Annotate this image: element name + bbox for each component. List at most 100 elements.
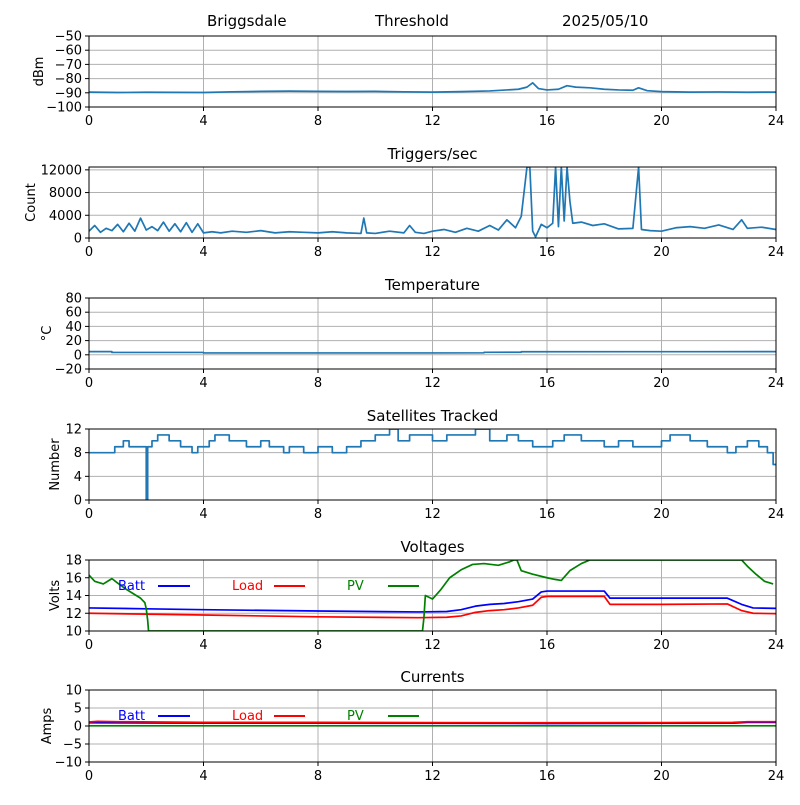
panel-satellites: 0 4 8 12 16 20 24 0 4 8 12 Satellites Tracked Number xyxy=(48,407,784,522)
x-tick-label: 4 xyxy=(199,507,207,522)
x-tick-label: 16 xyxy=(539,769,556,784)
x-tick-label: 24 xyxy=(768,507,785,522)
x-tick-label: 12 xyxy=(424,245,441,260)
panel-title: Voltages xyxy=(400,538,464,556)
y-tick-label: 60 xyxy=(65,306,82,321)
y-tick-label: −10 xyxy=(55,756,82,771)
y-axis-label: Amps xyxy=(40,707,55,744)
series-group xyxy=(89,82,776,94)
x-tick-label: 12 xyxy=(424,769,441,784)
y-tick-label: −60 xyxy=(55,44,82,59)
y-tick-label: −80 xyxy=(55,72,82,87)
x-tick-label: 24 xyxy=(768,769,785,784)
x-tick-label: 16 xyxy=(539,638,556,653)
x-tick-label: 24 xyxy=(768,245,785,260)
y-axis-label: Count xyxy=(24,183,39,222)
y-axis-label: Number xyxy=(48,438,63,491)
series-line-batt xyxy=(89,590,776,613)
x-tick-label: 24 xyxy=(768,376,785,391)
series-group xyxy=(89,429,776,500)
y-tick-label: −100 xyxy=(46,101,82,116)
x-tick-label: 16 xyxy=(539,245,556,260)
y-tick-label: 14 xyxy=(65,589,82,604)
x-tick-label: 0 xyxy=(85,769,93,784)
x-tick-label: 8 xyxy=(314,507,322,522)
x-tick-label: 16 xyxy=(539,114,556,129)
y-tick-label: 0 xyxy=(74,348,82,363)
y-tick-label: 80 xyxy=(65,292,82,307)
x-tick-label: 4 xyxy=(199,638,207,653)
header-location: Briggsdale xyxy=(207,12,287,30)
x-tick-label: 4 xyxy=(199,376,207,391)
series-group xyxy=(89,167,776,238)
y-tick-label: −90 xyxy=(55,86,82,101)
series-group xyxy=(89,350,776,354)
y-tick-label: 12000 xyxy=(41,163,82,178)
y-tick-label: 0 xyxy=(74,720,82,735)
x-tick-label: 8 xyxy=(314,245,322,260)
x-tick-label: 0 xyxy=(85,245,93,260)
x-tick-label: 8 xyxy=(314,376,322,391)
y-tick-label: 4000 xyxy=(49,209,82,224)
legend-label-batt: Batt xyxy=(118,579,145,594)
x-tick-label: 24 xyxy=(768,114,785,129)
y-tick-label: 10 xyxy=(65,684,82,699)
y-tick-label: 20 xyxy=(65,334,82,349)
header-mode: Threshold xyxy=(374,12,449,30)
series-line xyxy=(89,167,776,238)
y-tick-label: 0 xyxy=(74,232,82,247)
y-axis-label: dBm xyxy=(32,57,47,87)
panel-voltages: 0 4 8 12 16 20 24 10 12 14 16 18 Voltages Volts Batt Lo… xyxy=(48,538,784,653)
panel-triggers: 0 4 8 12 16 20 24 0 4000 8000 12000 Triggers/sec Cou… xyxy=(24,145,784,260)
legend-label-pv: PV xyxy=(347,579,364,594)
y-tick-label: 40 xyxy=(65,320,82,335)
series-line-load xyxy=(89,595,776,619)
y-tick-label: −50 xyxy=(55,30,82,45)
x-tick-label: 4 xyxy=(199,769,207,784)
x-tick-label: 16 xyxy=(539,376,556,391)
x-tick-label: 24 xyxy=(768,638,785,653)
x-tick-label: 8 xyxy=(314,769,322,784)
y-axis-label: °C xyxy=(40,326,55,342)
x-tick-label: 0 xyxy=(85,507,93,522)
y-tick-label: 8 xyxy=(74,446,82,461)
legend-label-load: Load xyxy=(232,709,263,724)
series-group xyxy=(89,720,776,727)
x-tick-label: 12 xyxy=(424,638,441,653)
x-tick-label: 20 xyxy=(653,245,670,260)
y-axis-label: Volts xyxy=(48,580,63,612)
panel-title: Temperature xyxy=(384,276,480,294)
y-tick-label: 16 xyxy=(65,571,82,586)
x-tick-label: 8 xyxy=(314,114,322,129)
series-line xyxy=(89,82,776,94)
series-line xyxy=(89,350,776,354)
y-tick-label: −5 xyxy=(63,738,82,753)
panel-title: Currents xyxy=(400,668,464,686)
series-line xyxy=(89,429,776,500)
y-tick-label: 12 xyxy=(65,423,82,438)
legend-label-pv: PV xyxy=(347,709,364,724)
panel-title: Triggers/sec xyxy=(387,145,478,163)
y-tick-label: 0 xyxy=(74,494,82,509)
panel-rssi: 0 4 8 12 16 20 24 −100−90−80−70−60−50 dBm xyxy=(32,30,784,130)
x-tick-label: 20 xyxy=(653,114,670,129)
x-tick-label: 4 xyxy=(199,114,207,129)
y-tick-label: 10 xyxy=(65,625,82,640)
y-tick-label: 12 xyxy=(65,607,82,622)
x-tick-label: 12 xyxy=(424,376,441,391)
x-tick-label: 12 xyxy=(424,114,441,129)
x-tick-label: 20 xyxy=(653,638,670,653)
y-tick-label: −70 xyxy=(55,58,82,73)
x-tick-label: 20 xyxy=(653,507,670,522)
y-tick-label: 5 xyxy=(74,702,82,717)
panel-currents: 0 4 8 12 16 20 24 −10 −5 0 5 10 Currents Amps Batt Load… xyxy=(40,668,784,784)
y-tick-label: 4 xyxy=(74,470,82,485)
series-line-pv xyxy=(89,560,774,631)
x-tick-label: 8 xyxy=(314,638,322,653)
x-tick-label: 0 xyxy=(85,376,93,391)
x-tick-label: 4 xyxy=(199,245,207,260)
series-line-load xyxy=(89,720,776,724)
